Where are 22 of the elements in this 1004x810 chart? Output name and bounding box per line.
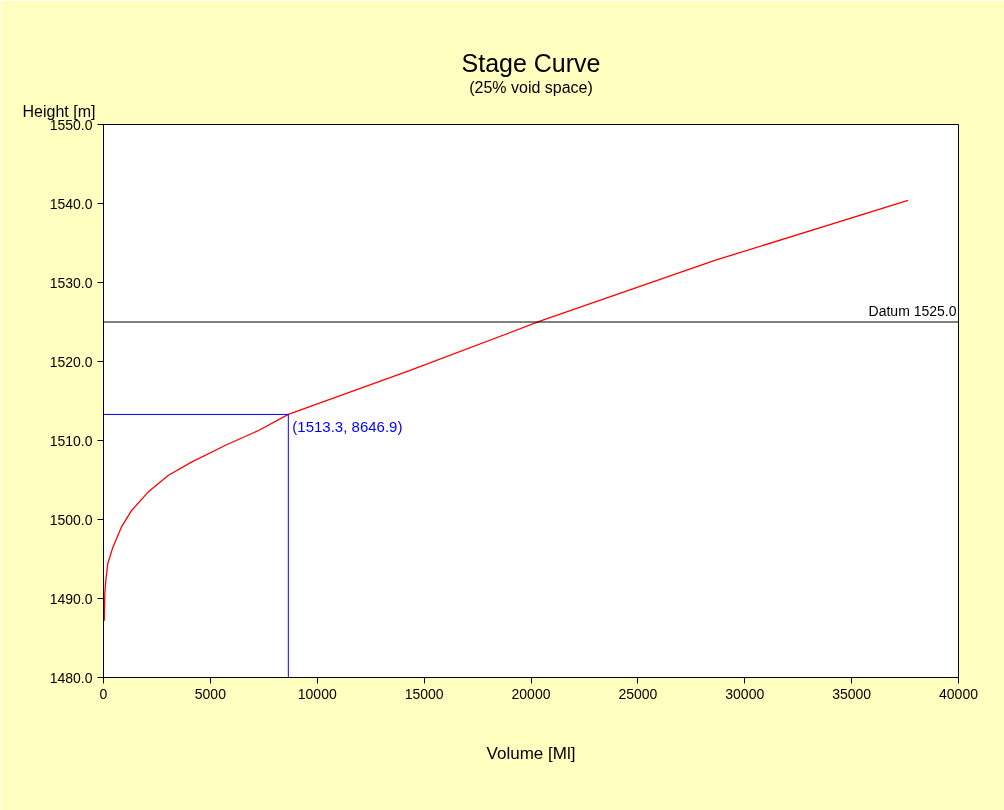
x-tick-label: 40000 <box>939 685 979 702</box>
x-tick-label: 10000 <box>297 685 337 702</box>
x-tick-label: 25000 <box>618 685 658 702</box>
x-tick-label: 5000 <box>194 685 227 702</box>
x-tick-label: 35000 <box>832 685 872 702</box>
y-tick-label: 1530.0 <box>49 274 93 291</box>
chart-title: Stage Curve <box>461 48 601 77</box>
y-tick-label: 1540.0 <box>49 195 93 212</box>
x-tick-label: 15000 <box>404 685 444 702</box>
y-tick-label: 1500.0 <box>49 511 93 528</box>
x-tick-label: 30000 <box>725 685 765 702</box>
x-tick-label: 0 <box>99 685 108 702</box>
line-series <box>103 199 909 622</box>
x-axis-title: Volume [Ml] <box>486 743 576 763</box>
chart-subtitle: (25% void space) <box>469 78 593 96</box>
annotation: (1513.3, 8646.9) <box>292 418 403 436</box>
y-tick-label: 1520.0 <box>49 353 93 370</box>
y-tick-label: 1510.0 <box>49 432 93 449</box>
y-tick-label: 1490.0 <box>49 590 93 607</box>
ref-line-label: Datum 1525.0 <box>868 303 957 319</box>
x-tick-label: 20000 <box>511 685 551 702</box>
y-tick-label: 1480.0 <box>49 669 93 686</box>
